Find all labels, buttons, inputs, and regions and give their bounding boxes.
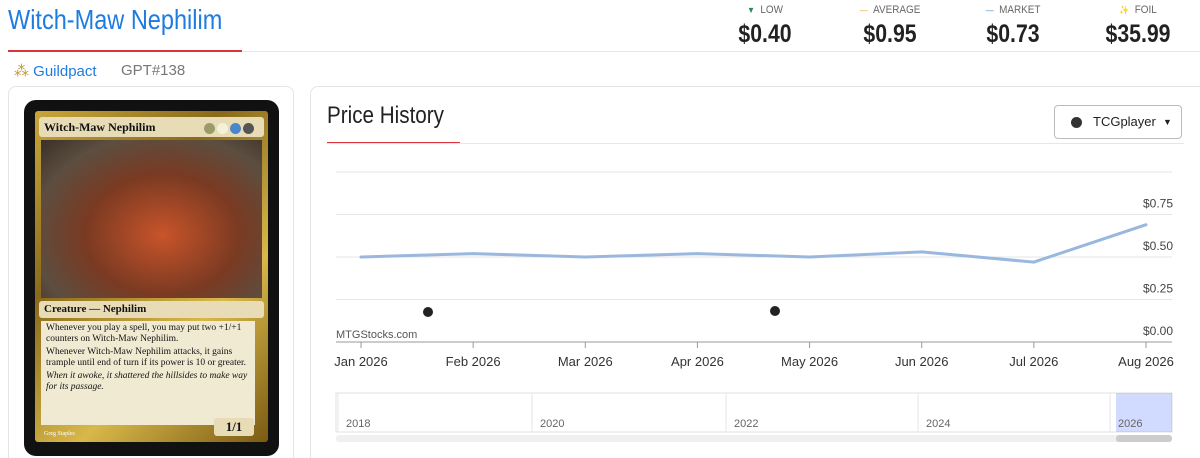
navigator-label: 2020: [540, 418, 564, 430]
price-label-text: AVERAGE: [873, 4, 921, 16]
price-value: $0.40: [738, 20, 792, 48]
price-point: [695, 252, 699, 256]
price-label: — MARKET: [985, 4, 1041, 16]
x-tick-label: Jul 2026: [1009, 354, 1058, 369]
price-label-text: FOIL: [1134, 4, 1157, 16]
text-box: Whenever you play a spell, you may put t…: [41, 321, 255, 425]
source-label[interactable]: TCGplayer: [1093, 114, 1156, 129]
y-tick-label: $0.50: [1143, 239, 1173, 253]
mana-cost: [204, 121, 260, 134]
watermark: MTGStocks.com: [336, 329, 417, 341]
navigator-thumb[interactable]: [1116, 435, 1172, 442]
set-link[interactable]: ⁂ Guildpact: [14, 63, 97, 80]
card-art: [41, 140, 262, 298]
rules-text: Whenever you play a spell, you may put t…: [46, 323, 242, 344]
x-tick-label: Jun 2026: [895, 354, 949, 369]
y-tick-label: $0.25: [1143, 282, 1173, 296]
price-point: [359, 255, 363, 259]
price-label: — AVERAGE: [859, 4, 921, 16]
x-tick-label: Jan 2026: [334, 354, 388, 369]
price-label: ▼ LOW: [747, 4, 783, 16]
price-point: [471, 252, 475, 256]
card-name: Witch-Maw Nephilim: [44, 120, 156, 134]
navigator-scrollbar: [336, 435, 1172, 442]
x-tick-label: Apr 2026: [671, 354, 724, 369]
price-value: $0.95: [863, 20, 917, 48]
price-label-text: LOW: [760, 4, 783, 16]
rules-text: Whenever Witch-Maw Nephilim attacks, it …: [46, 347, 246, 368]
divider: [326, 143, 1184, 144]
event-marker: [423, 307, 433, 317]
title-underline: [8, 50, 242, 52]
flavor-text: When it awoke, it shattered the hillside…: [46, 371, 248, 392]
chart-title: Price History: [327, 102, 444, 129]
x-tick-label: Aug 2026: [1118, 354, 1174, 369]
y-tick-label: $0.75: [1143, 197, 1173, 211]
divider: [242, 51, 1200, 52]
x-tick-label: May 2026: [781, 354, 838, 369]
card-number: GPT#138: [121, 62, 186, 79]
price-line: [360, 223, 1147, 264]
event-marker: [770, 306, 780, 316]
set-name[interactable]: Guildpact: [33, 63, 97, 80]
price-label-text: MARKET: [999, 4, 1041, 16]
navigator: [335, 392, 1173, 433]
type-line: Creature — Nephilim: [44, 303, 147, 315]
price-label: ✨ FOIL: [1119, 4, 1157, 16]
y-tick-label: $0.00: [1143, 324, 1173, 338]
price-point: [808, 255, 812, 259]
price-value: $0.73: [986, 20, 1040, 48]
price-point: [920, 250, 924, 254]
x-tick-label: Mar 2026: [558, 354, 613, 369]
price-point: [583, 255, 587, 259]
navigator-label: 2026: [1118, 418, 1142, 430]
navigator-label: 2024: [926, 418, 950, 430]
price-point: [1144, 223, 1148, 227]
x-tick-label: Feb 2026: [446, 354, 501, 369]
card-title: Witch-Maw Nephilim: [8, 4, 223, 35]
artist: Greg Staples: [44, 431, 75, 437]
price-value: $35.99: [1105, 20, 1171, 48]
source-dropdown[interactable]: TCGplayer ▼: [1054, 105, 1182, 139]
navigator-label: 2018: [346, 418, 370, 430]
card-image: Witch-Maw Nephilim Creature — Nephilim W…: [24, 100, 279, 456]
navigator-window: [1116, 393, 1172, 432]
price-point: [1032, 260, 1036, 264]
power-toughness: 1/1: [214, 418, 254, 436]
navigator-label: 2022: [734, 418, 758, 430]
